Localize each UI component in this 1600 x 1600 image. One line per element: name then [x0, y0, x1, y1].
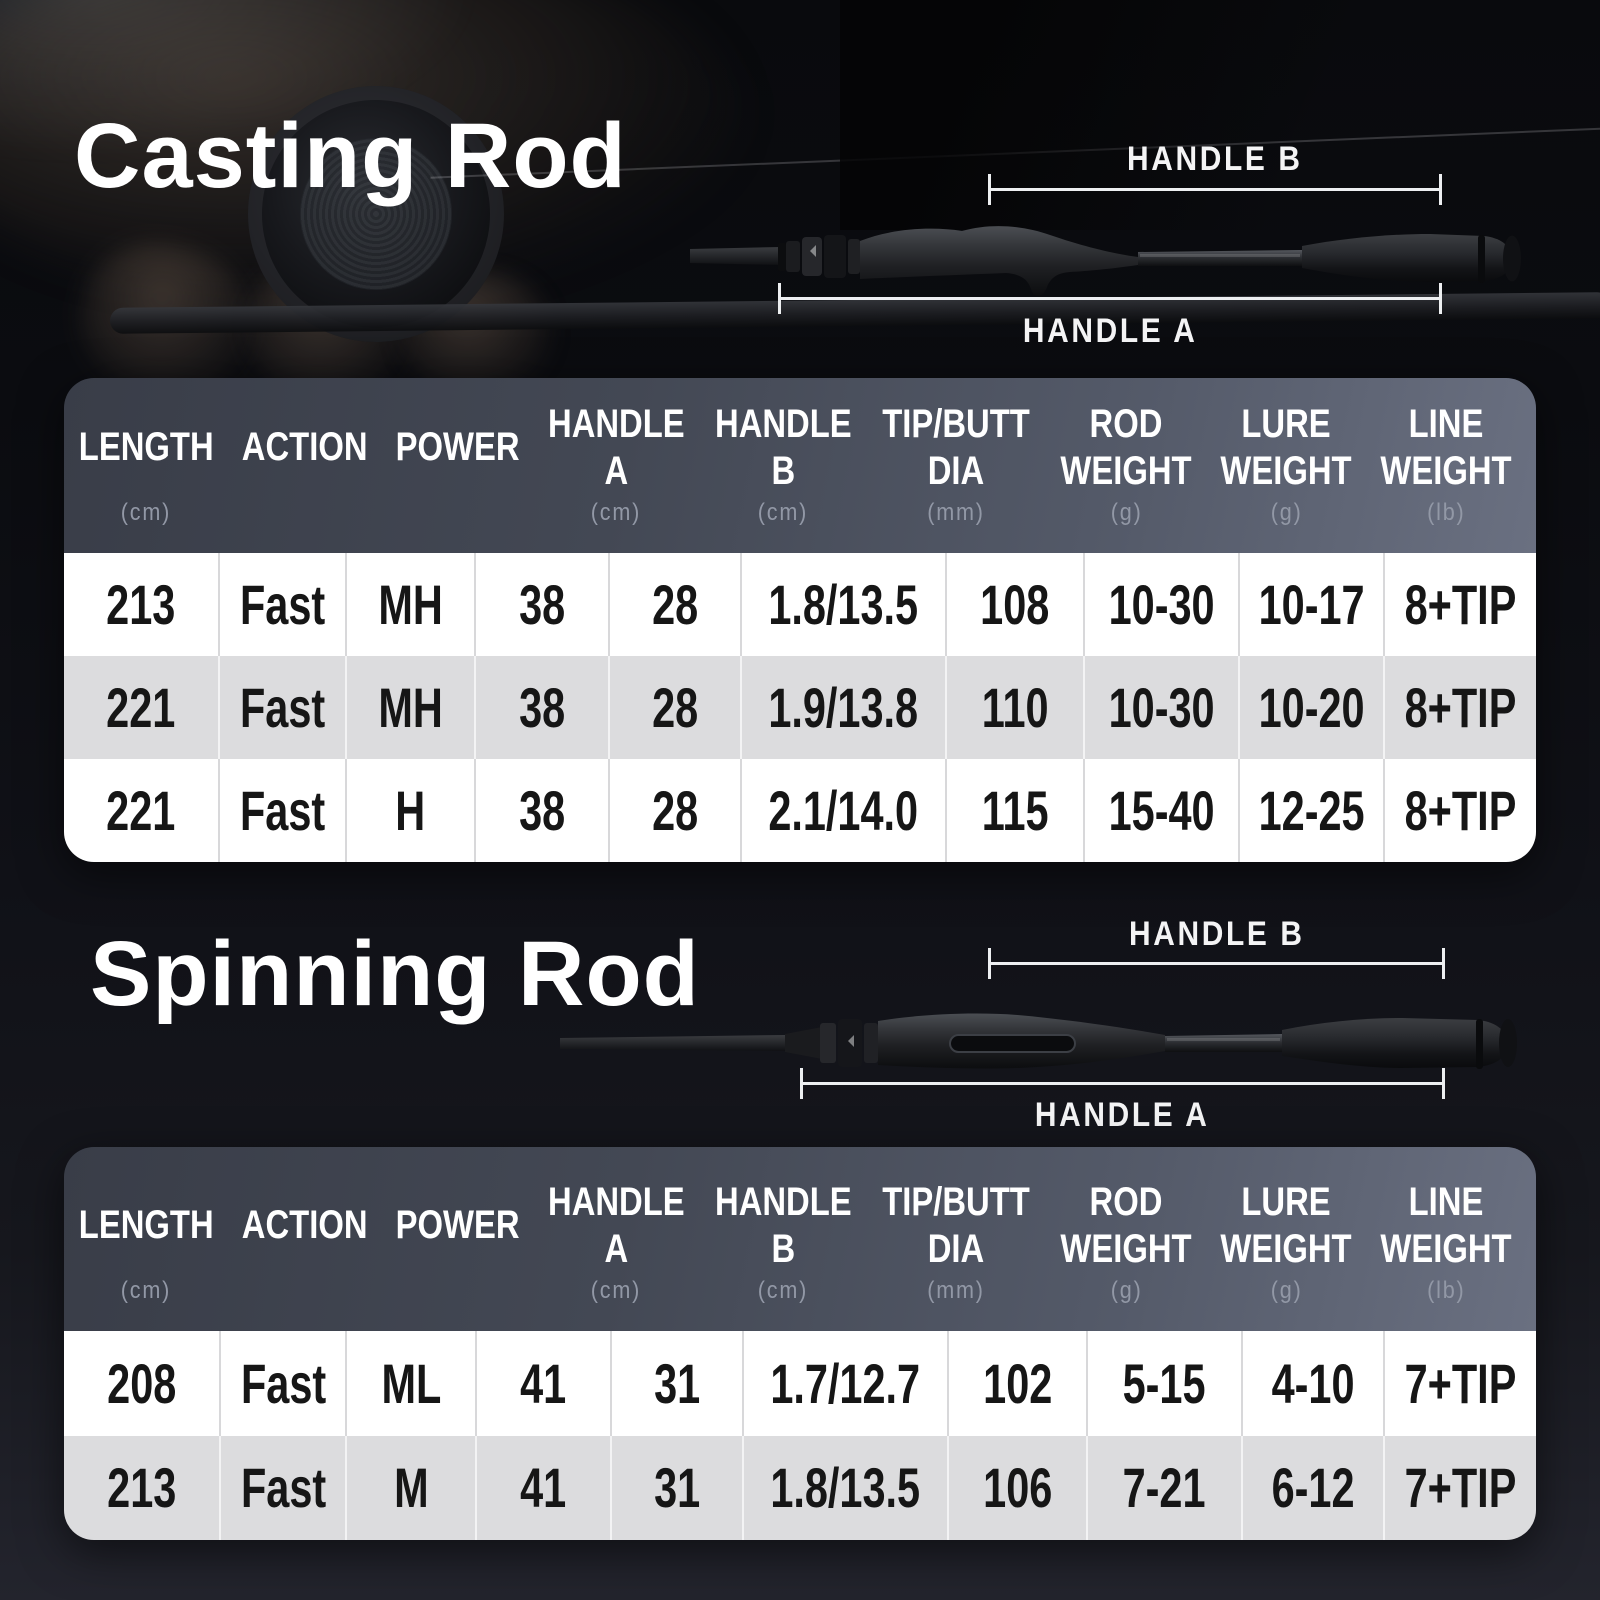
col-header-guides: GUIDES: [1526, 1147, 1536, 1331]
table-cell: 31: [610, 1435, 742, 1540]
table-header-row: LENGTH (cm) ACTION POWER HANDLE A (cm) HAN…: [64, 378, 1536, 553]
table-cell: 10-30: [1083, 656, 1237, 759]
baitcast-reel-photo: [248, 86, 504, 342]
table-cell: 213: [106, 1456, 176, 1520]
table-cell: 41: [474, 1435, 610, 1540]
table-cell: 106: [946, 1435, 1086, 1540]
table-cell: 28: [608, 759, 740, 862]
spec-row: 221 Fast MH 38 28 1.9/13.8 110 10-30 10-…: [64, 656, 1536, 759]
table-cell: 10-30: [1083, 553, 1237, 656]
handle-a-dimension-line: [778, 283, 1442, 314]
handle-b-label: HANDLE B: [1127, 140, 1303, 178]
table-cell: Fast: [218, 759, 344, 862]
casting-rod-title: Casting Rod: [74, 105, 627, 207]
table-cell: ML: [345, 1331, 474, 1436]
table-cell: 4-10: [1240, 1331, 1383, 1436]
spinning-spec-table: LENGTH (cm) ACTION POWER HANDLE A (cm) HAN…: [64, 1147, 1536, 1540]
casting-spec-table: LENGTH (cm) ACTION POWER HANDLE A (cm) HAN…: [64, 378, 1536, 862]
table-cell: 2.1/14.0: [740, 759, 944, 862]
table-cell: Fast: [218, 1435, 346, 1540]
col-header-action: ACTION: [242, 1203, 368, 1248]
spec-row: 221 Fast H 38 28 2.1/14.0 115 15-40 12-2…: [64, 759, 1536, 862]
table-header-row: LENGTH (cm) ACTION POWER HANDLE A (cm) HAN…: [64, 1147, 1536, 1331]
handle-b-dimension-line: [988, 174, 1442, 205]
table-cell: 28: [608, 553, 740, 656]
table-cell: 7+TIP: [1383, 1331, 1536, 1436]
col-header-guides: GUIDES: [1526, 378, 1536, 553]
table-cell: 38: [473, 759, 609, 862]
handle-a-label: HANDLE A: [1022, 312, 1198, 350]
col-header-line-weight: LINE WEIGHT (lb): [1380, 1179, 1512, 1304]
col-header-handle-b: HANDLE B (cm): [714, 401, 852, 526]
table-cell: 110: [944, 656, 1084, 759]
table-cell: 213: [106, 573, 176, 636]
table-cell: 38: [473, 656, 609, 759]
col-header-rod-weight: ROD WEIGHT (g): [1060, 1179, 1192, 1304]
col-header-tip-butt-dia: TIP/BUTT DIA (mm): [882, 401, 1031, 526]
table-cell: 8+TIP: [1383, 656, 1536, 759]
table-cell: 12-25: [1237, 759, 1383, 862]
table-cell: 41: [474, 1331, 610, 1436]
table-cell: H: [344, 759, 474, 862]
table-cell: Fast: [218, 553, 344, 656]
corner-shadow: [840, 0, 1600, 230]
table-cell: 8+TIP: [1383, 553, 1536, 656]
table-cell: 1.7/12.7: [742, 1331, 946, 1436]
col-header-power: POWER: [395, 425, 520, 470]
col-header-handle-b: HANDLE B (cm): [714, 1179, 852, 1304]
col-header-length: LENGTH (cm): [78, 1203, 214, 1304]
handle-b-label: HANDLE B: [1128, 915, 1305, 953]
table-cell: 102: [946, 1331, 1086, 1436]
table-cell: 221: [106, 676, 176, 739]
table-cell: 1.9/13.8: [740, 656, 944, 759]
col-header-power: POWER: [395, 1203, 520, 1248]
table-cell: 28: [608, 656, 740, 759]
table-cell: 1.8/13.5: [742, 1435, 946, 1540]
col-header-length: LENGTH (cm): [78, 425, 214, 526]
table-cell: Fast: [218, 656, 344, 759]
table-cell: 1.8/13.5: [740, 553, 944, 656]
casting-rod-illustration: [690, 226, 1521, 296]
background-photo: [0, 0, 1600, 390]
table-cell: 6-12: [1240, 1435, 1383, 1540]
table-cell: 7-21: [1086, 1435, 1241, 1540]
table-cell: 31: [610, 1331, 742, 1436]
handle-b-dimension-line: [988, 948, 1445, 979]
table-cell: 8+TIP: [1383, 759, 1536, 862]
spec-row: 208 Fast ML 41 31 1.7/12.7 102 5-15 4-10…: [64, 1331, 1536, 1436]
table-cell: MH: [344, 656, 474, 759]
col-header-tip-butt-dia: TIP/BUTT DIA (mm): [882, 1179, 1031, 1304]
spec-row: 213 Fast MH 38 28 1.8/13.5 108 10-30 10-…: [64, 553, 1536, 656]
col-header-handle-a: HANDLE A (cm): [547, 401, 685, 526]
spec-row: 213 Fast M 41 31 1.8/13.5 106 7-21 6-12 …: [64, 1435, 1536, 1540]
spinning-rod-illustration: [560, 1013, 1517, 1069]
table-cell: 221: [106, 779, 176, 842]
table-cell: 7+TIP: [1383, 1435, 1536, 1540]
col-header-line-weight: LINE WEIGHT (lb): [1380, 401, 1512, 526]
reel-spool-photo: [300, 138, 452, 290]
col-header-lure-weight: LURE WEIGHT (g): [1220, 401, 1352, 526]
table-cell: 15-40: [1083, 759, 1237, 862]
col-header-lure-weight: LURE WEIGHT (g): [1220, 1179, 1352, 1304]
handle-a-dimension-line: [800, 1068, 1445, 1099]
table-cell: 115: [944, 759, 1084, 862]
col-header-handle-a: HANDLE A (cm): [547, 1179, 685, 1304]
table-cell: 38: [473, 553, 609, 656]
table-cell: 10-20: [1237, 656, 1383, 759]
col-header-rod-weight: ROD WEIGHT (g): [1060, 401, 1192, 526]
table-cell: 208: [106, 1351, 176, 1415]
table-cell: MH: [344, 553, 474, 656]
table-cell: 10-17: [1237, 553, 1383, 656]
handle-a-label: HANDLE A: [1035, 1096, 1210, 1134]
table-cell: M: [345, 1435, 474, 1540]
col-header-action: ACTION: [242, 425, 368, 470]
spinning-rod-title: Spinning Rod: [90, 923, 700, 1025]
table-cell: Fast: [218, 1331, 346, 1436]
table-cell: 108: [944, 553, 1084, 656]
table-cell: 5-15: [1086, 1331, 1241, 1436]
